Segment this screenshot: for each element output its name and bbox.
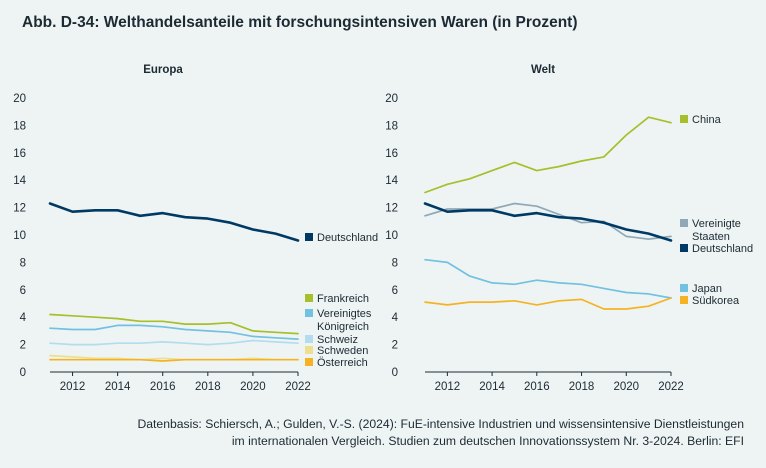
y-tick-label-europa-10: 10 <box>13 230 26 242</box>
x-tick-label-welt-2022: 2022 <box>658 381 684 393</box>
y-tick-label-welt-12: 12 <box>385 203 398 215</box>
series-line-europa-deutschland <box>48 202 300 242</box>
x-tick-label-welt-2012: 2012 <box>435 381 461 393</box>
legend-label-europa-vereinigtes-koenigreich: Vereinigtes <box>317 308 372 320</box>
legend-label-europa-oesterreich: Österreich <box>317 357 368 369</box>
y-tick-label-europa-8: 8 <box>20 257 26 269</box>
y-tick-label-europa-0: 0 <box>20 367 26 379</box>
figure-title: Abb. D-34: Welthandelsanteile mit forsch… <box>22 14 578 31</box>
y-tick-label-europa-12: 12 <box>13 203 26 215</box>
x-tick-label-europa-2014: 2014 <box>105 381 131 393</box>
x-tick-label-europa-2018: 2018 <box>195 381 221 393</box>
x-tick-label-europa-2012: 2012 <box>60 381 86 393</box>
legend-label-welt-vereinigte-staaten-2: Staaten <box>692 231 730 243</box>
legend-swatch-welt-deutschland <box>680 244 688 252</box>
x-tick-label-welt-2014: 2014 <box>479 381 505 393</box>
legend-label-europa-vereinigtes-koenigreich-2: Königreich <box>317 321 369 333</box>
legend-swatch-welt-china <box>680 115 688 123</box>
legend-swatch-europa-oesterreich <box>305 358 313 366</box>
series-line-welt-deutschland <box>423 202 673 242</box>
x-tick-label-europa-2022: 2022 <box>285 381 311 393</box>
series-line-welt-suedkorea <box>424 297 672 310</box>
legend-label-europa-schweiz: Schweiz <box>317 334 358 346</box>
x-tick-label-welt-2020: 2020 <box>613 381 639 393</box>
legend-swatch-welt-suedkorea <box>680 296 688 304</box>
x-tick-label-welt-2016: 2016 <box>524 381 550 393</box>
y-tick-label-europa-14: 14 <box>13 175 26 187</box>
y-tick-label-welt-14: 14 <box>385 175 398 187</box>
chart-panel-welt: Welt 0 2 4 6 8 10 12 14 16 18 20 2012 2014 2016 2018 202… <box>385 64 753 393</box>
chart-title-europa: Europa <box>143 64 183 76</box>
y-tick-label-europa-18: 18 <box>13 120 26 132</box>
series-line-europa-frankreich <box>49 313 299 335</box>
y-tick-label-welt-20: 20 <box>385 93 398 105</box>
legend-label-welt-china: China <box>692 114 722 126</box>
legend-label-welt-vereinigte-staaten: Vereinigte <box>692 218 741 230</box>
y-tick-label-europa-20: 20 <box>13 93 26 105</box>
x-tick-label-welt-2018: 2018 <box>569 381 595 393</box>
legend-label-welt-deutschland: Deutschland <box>692 243 753 255</box>
y-tick-label-europa-4: 4 <box>20 312 27 324</box>
series-line-welt-vereinigte-staaten <box>424 202 672 240</box>
legend-swatch-welt-vereinigte-staaten <box>680 219 688 227</box>
y-tick-label-welt-2: 2 <box>392 340 398 352</box>
series-line-welt-japan <box>424 258 672 299</box>
y-tick-label-welt-18: 18 <box>385 120 398 132</box>
source-note: Datenbasis: Schiersch, A.; Gulden, V.-S.… <box>137 416 744 450</box>
series-line-europa-oesterreich <box>49 358 299 362</box>
legend-swatch-europa-schweden <box>305 346 313 354</box>
y-tick-label-welt-4: 4 <box>392 312 399 324</box>
y-tick-label-welt-0: 0 <box>392 367 398 379</box>
legend-swatch-europa-schweiz <box>305 335 313 343</box>
source-line-1: Datenbasis: Schiersch, A.; Gulden, V.-S.… <box>137 417 744 431</box>
chart-panel-europa: Europa 0 2 4 6 8 10 12 14 16 18 20 2012 2014 2016 2018 2… <box>13 64 378 393</box>
legend-swatch-europa-frankreich <box>305 294 313 302</box>
y-tick-label-europa-16: 16 <box>13 148 26 160</box>
legend-label-europa-schweden: Schweden <box>317 345 368 357</box>
y-tick-label-europa-6: 6 <box>20 285 26 297</box>
series-line-europa-schweden <box>49 354 299 361</box>
chart-title-welt: Welt <box>531 64 555 76</box>
y-tick-label-welt-16: 16 <box>385 148 398 160</box>
legend-swatch-europa-vereinigtes-koenigreich <box>305 309 313 317</box>
y-tick-label-welt-6: 6 <box>392 285 398 297</box>
legend-label-europa-frankreich: Frankreich <box>317 293 369 305</box>
source-line-2: im internationalen Vergleich. Studien zu… <box>231 434 744 448</box>
legend-label-welt-suedkorea: Südkorea <box>692 295 740 307</box>
legend-swatch-welt-japan <box>680 284 688 292</box>
x-tick-label-europa-2016: 2016 <box>150 381 176 393</box>
legend-label-europa-deutschland: Deutschland <box>317 232 378 244</box>
series-line-europa-vereinigtes-koenigreich <box>49 324 299 340</box>
y-tick-label-europa-2: 2 <box>20 340 26 352</box>
legend-swatch-europa-deutschland <box>305 233 313 241</box>
y-tick-label-welt-10: 10 <box>385 230 398 242</box>
series-line-welt-china <box>424 116 672 194</box>
x-tick-label-europa-2020: 2020 <box>240 381 266 393</box>
legend-label-welt-japan: Japan <box>692 283 722 295</box>
series-line-europa-schweiz <box>49 339 299 346</box>
y-tick-label-welt-8: 8 <box>392 257 398 269</box>
